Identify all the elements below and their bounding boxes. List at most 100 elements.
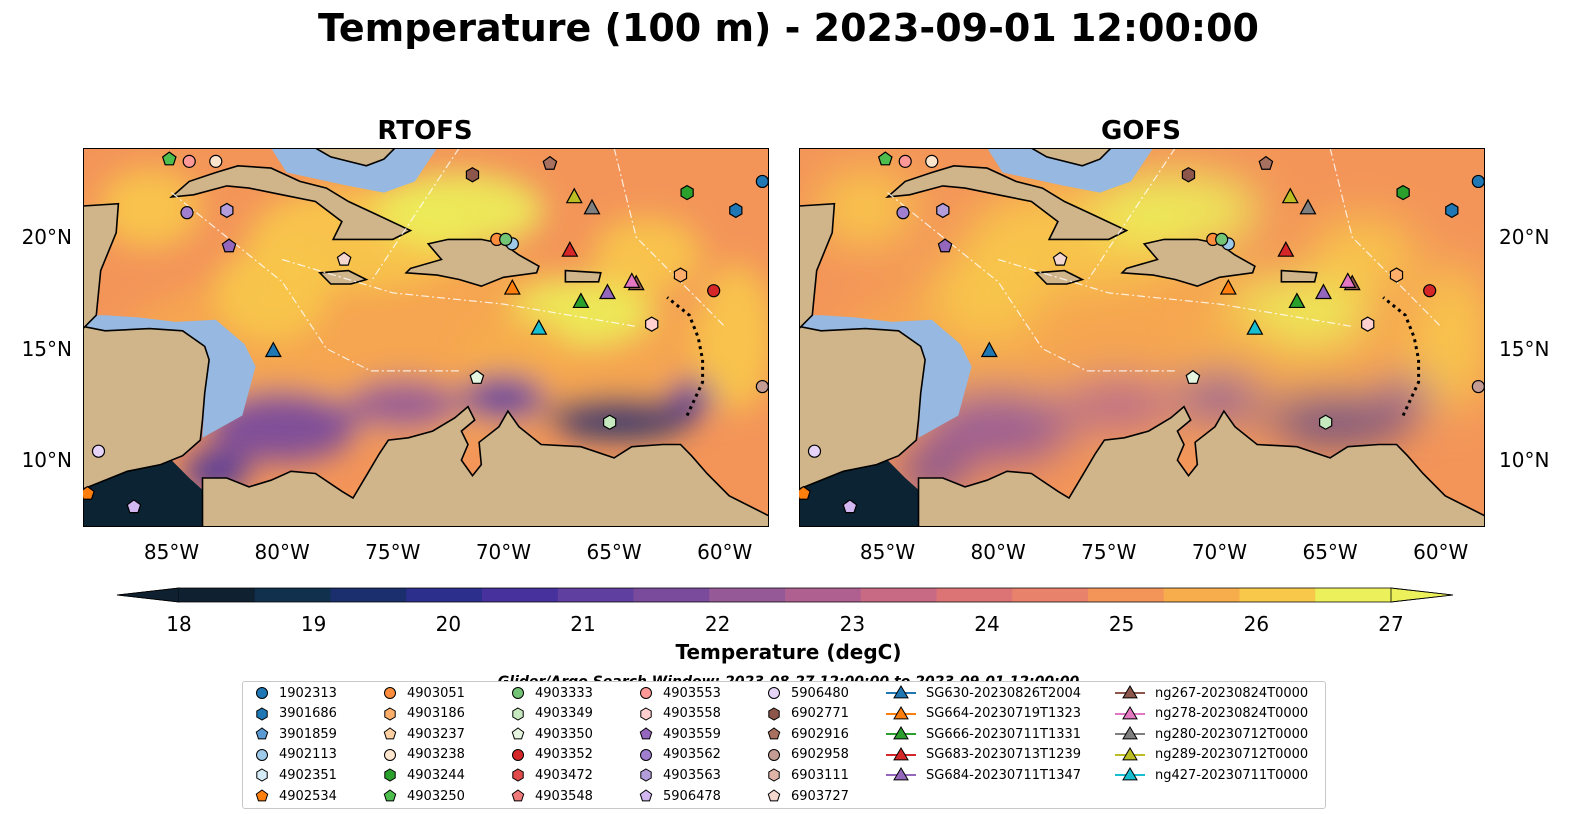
- legend-marker-pentagon: [255, 789, 269, 802]
- obs-marker-SG683-20230713T1239: [1277, 241, 1295, 257]
- obs-marker-4903563: [936, 202, 950, 219]
- colorbar-tick-label: 18: [166, 612, 192, 636]
- land-puerto-rico: [564, 269, 602, 283]
- legend-marker-hexagon: [256, 707, 268, 721]
- legend-item: 6902771: [767, 704, 849, 724]
- obs-marker-3901686: [1445, 202, 1459, 219]
- eez-boundary: [1329, 148, 1442, 327]
- obs-marker-SG684-20230711T1347: [598, 283, 616, 300]
- obs-marker-ng427-20230711T0000: [1246, 319, 1264, 335]
- obs-marker-4903238: [209, 154, 223, 168]
- legend-label: 4902113: [279, 747, 337, 763]
- obs-marker-4903186: [1389, 267, 1404, 283]
- obs-marker-4903349: [603, 414, 617, 430]
- obs-marker-ng289-20230712T0000: [1281, 187, 1299, 204]
- lat-tick-label-right: 15°N: [1499, 336, 1550, 361]
- colorbar-tick-label: 24: [974, 612, 1000, 636]
- legend-marker-pentagon: [383, 789, 397, 802]
- land-cuba: [885, 164, 1129, 241]
- lon-tick-label: 60°W: [697, 540, 753, 564]
- legend-label: 3901686: [279, 706, 337, 722]
- land-yucatan: [799, 202, 836, 330]
- obs-marker-ng280-20230712T0000: [1299, 198, 1317, 215]
- colorbar-tick-label: 20: [435, 612, 462, 636]
- legend-marker-hexagon: [640, 768, 652, 782]
- obs-marker-4903352: [1423, 284, 1437, 298]
- legend-item: 4903244: [383, 765, 465, 785]
- colorbar-segment: [709, 588, 786, 602]
- obs-marker-6902958: [1471, 379, 1485, 394]
- colorbar-segment: [482, 588, 559, 602]
- colorbar-segment: [179, 588, 256, 602]
- colorbar-segment: [936, 588, 1013, 602]
- legend-marker-circle: [384, 748, 396, 761]
- colorbar-tick-label: 26: [1243, 612, 1270, 636]
- legend-item: 4903352: [511, 745, 593, 765]
- obs-marker-ng278-20230824T0000: [623, 272, 641, 288]
- legend-item: ng289-20230712T0000: [1115, 745, 1308, 765]
- lon-tick-label: 70°W: [475, 540, 532, 564]
- legend-marker-hexagon: [768, 707, 780, 721]
- legend-label: 4903562: [663, 747, 721, 763]
- lon-tick-label: 85°W: [859, 540, 916, 564]
- obs-marker-6902771: [1181, 167, 1196, 183]
- obs-marker-SG666-20230711T1331: [1288, 292, 1306, 309]
- obs-marker-4903562: [180, 206, 194, 220]
- lon-tick-label: 75°W: [365, 540, 421, 564]
- legend-item: 3901859: [255, 724, 337, 744]
- lon-tick-label: 85°W: [143, 540, 200, 564]
- legend-label: SG683-20230713T1239: [926, 747, 1082, 763]
- legend-marker-hexagon: [512, 768, 524, 782]
- legend-label: 4903238: [407, 747, 465, 763]
- obs-marker-SG684-20230711T1347: [1314, 283, 1332, 300]
- colorbar-segment: [1163, 588, 1240, 602]
- legend-item: 4903237: [383, 724, 465, 744]
- obs-marker-4902534: [799, 485, 811, 500]
- eez-boundary: [998, 258, 1353, 327]
- eez-boundary: [370, 148, 460, 283]
- legend-marker-hexagon: [512, 707, 524, 721]
- legend-marker-triangle: [886, 726, 916, 740]
- search-window-text: Glider/Argo Search Window: 2023-08-27 12…: [497, 674, 1080, 682]
- obs-marker-4903244: [1396, 184, 1410, 201]
- legend-item: 4903553: [639, 683, 721, 703]
- land-central-america: [799, 325, 926, 527]
- legend-marker-hexagon: [768, 768, 780, 782]
- legend-label: SG684-20230711T1347: [926, 767, 1082, 783]
- legend-item: 4902534: [255, 786, 337, 806]
- lon-tick-label: 75°W: [1081, 540, 1137, 564]
- obs-marker-4903553: [898, 154, 912, 168]
- legend-marker-circle: [768, 687, 780, 699]
- legend-item: 5906480: [767, 683, 849, 703]
- obs-marker-4903558: [1361, 316, 1375, 332]
- lon-tick-label: 80°W: [970, 540, 1026, 564]
- legend-label: 4903558: [663, 706, 721, 722]
- colorbar-extend-low: [116, 587, 180, 603]
- legend-label: 4903350: [535, 726, 593, 742]
- obs-marker-4902534: [83, 485, 95, 500]
- legend-marker-triangle: [886, 767, 916, 781]
- obs-marker-SG630-20230826T2004: [980, 341, 998, 358]
- lesser-antilles: [1382, 296, 1421, 417]
- panel-title-rtofs: RTOFS: [377, 116, 473, 146]
- obs-marker-ng289-20230712T0000: [565, 187, 583, 204]
- legend-label: 4903548: [535, 788, 593, 804]
- legend-item: SG684-20230711T1347: [886, 765, 1081, 785]
- obs-marker-3901686: [729, 202, 743, 219]
- legend-marker-triangle: [1115, 746, 1145, 761]
- obs-marker-6902958: [755, 379, 769, 394]
- legend-item: 4903250: [383, 786, 465, 806]
- legend-item: ng427-20230711T0000: [1115, 765, 1308, 785]
- legend-label: 5906480: [791, 685, 849, 701]
- legend-item: 6902958: [767, 745, 849, 765]
- legend-item: SG666-20230711T1331: [886, 724, 1081, 744]
- legend-marker-pentagon: [639, 727, 653, 740]
- obs-marker-1902313: [755, 174, 769, 189]
- obs-marker-4903562: [896, 206, 910, 220]
- legend-label: 4903186: [407, 706, 465, 722]
- legend-item: ng280-20230712T0000: [1115, 724, 1308, 744]
- legend-marker-pentagon: [767, 789, 781, 802]
- legend-item: 4903333: [511, 683, 593, 703]
- map-frame: [83, 148, 769, 527]
- lat-tick-label-right: 20°N: [1499, 225, 1550, 250]
